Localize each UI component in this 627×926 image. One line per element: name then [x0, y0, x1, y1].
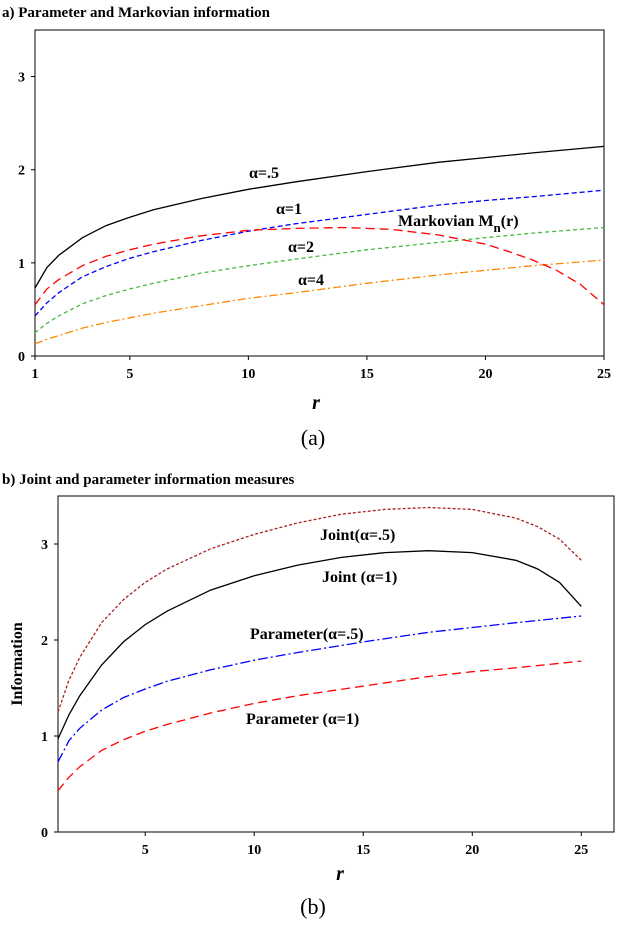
panel-a-plot-frame	[34, 29, 605, 357]
x-tick-label: 1	[32, 367, 39, 382]
panel-a-y-ticks: 0 1 2 3	[18, 71, 35, 365]
series-line-3	[34, 259, 605, 345]
series-line-1	[34, 189, 605, 317]
label-alpha-05: α=.5	[249, 165, 279, 182]
label-alpha-4: α=4	[298, 272, 324, 289]
label-markovian-tail: (r)	[501, 213, 519, 230]
panel-b-y-axis-label: Information	[9, 622, 26, 706]
x-tick-label: 15	[360, 367, 374, 382]
panel-b-y-ticks: 0 1 2 3	[41, 538, 58, 841]
y-tick-label: 0	[18, 350, 25, 365]
label-parameter-alpha-1: Parameter (α=1)	[246, 711, 359, 728]
y-tick-label: 1	[41, 730, 48, 745]
x-tick-label: 20	[478, 367, 492, 382]
panel-a-title: a) Parameter and Markovian information	[2, 5, 271, 21]
series-line-4	[34, 226, 605, 306]
y-tick-label: 2	[41, 634, 48, 649]
x-tick-label: 20	[465, 843, 479, 858]
panel-a-chart: a) Parameter and Markovian information 0…	[2, 5, 611, 450]
panel-b-series-lines	[57, 506, 582, 792]
y-tick-label: 3	[18, 71, 25, 86]
label-markovian-sub: n	[494, 220, 502, 235]
series-line-3	[57, 660, 582, 792]
y-tick-label: 1	[18, 257, 25, 272]
panel-a-caption: (a)	[301, 425, 325, 450]
y-tick-label: 2	[18, 164, 25, 179]
label-joint-alpha-1: Joint (α=1)	[322, 569, 397, 586]
label-parameter-alpha-05: Parameter(α=.5)	[250, 626, 364, 643]
panel-a-x-ticks: 1 5 10 15 20 25	[32, 356, 611, 382]
series-line-2	[57, 615, 582, 763]
panel-b-caption: (b)	[300, 894, 326, 919]
panel-a-x-axis-label: r	[312, 392, 320, 414]
panel-b-x-ticks: 5 10 15 20 25	[142, 832, 588, 858]
x-tick-label: 10	[247, 843, 261, 858]
label-markovian-main: Markovian M	[398, 213, 494, 230]
panel-b-x-axis-label: r	[336, 863, 344, 885]
panel-a-series-lines	[34, 145, 605, 345]
y-tick-label: 3	[41, 538, 48, 553]
x-tick-label: 5	[142, 843, 149, 858]
x-tick-label: 10	[241, 367, 255, 382]
series-line-0	[34, 145, 605, 289]
label-joint-alpha-05: Joint(α=.5)	[320, 527, 395, 544]
series-line-1	[57, 550, 582, 740]
panel-b-plot-frame	[57, 495, 615, 833]
y-tick-label: 0	[41, 826, 48, 841]
label-alpha-2: α=2	[288, 239, 314, 256]
label-alpha-1: α=1	[276, 201, 302, 218]
x-tick-label: 25	[574, 843, 588, 858]
panel-b-title: b) Joint and parameter information measu…	[2, 472, 295, 488]
x-tick-label: 5	[126, 367, 133, 382]
label-markovian: Markovian Mn(r)	[398, 213, 519, 235]
panel-b-chart: b) Joint and parameter information measu…	[2, 472, 615, 919]
series-line-0	[57, 506, 582, 713]
x-tick-label: 15	[356, 843, 370, 858]
x-tick-label: 25	[597, 367, 611, 382]
series-line-2	[34, 226, 605, 334]
